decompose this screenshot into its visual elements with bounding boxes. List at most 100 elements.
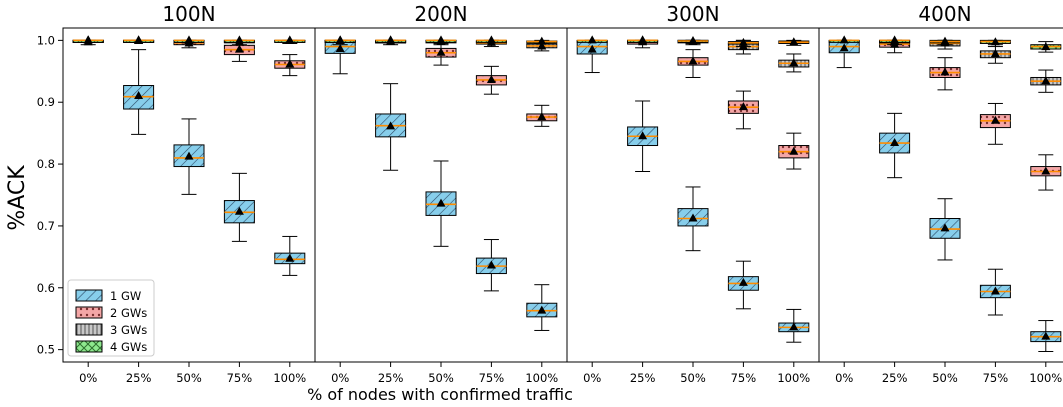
- x-tick-label: 75%: [227, 371, 253, 385]
- box-1-gw: [627, 100, 659, 172]
- x-tick-label: 50%: [680, 371, 706, 385]
- box-4-gws: [979, 37, 1011, 48]
- x-tick-label: 100%: [525, 371, 558, 385]
- box-4-gws: [526, 36, 558, 45]
- box-2-gws: [475, 65, 507, 95]
- box-4-gws: [72, 35, 104, 44]
- box-1-gw: [677, 186, 709, 252]
- x-tick-label: 25%: [630, 371, 656, 385]
- box-2-gws: [727, 90, 759, 130]
- legend-swatch: [75, 289, 103, 302]
- box-1-gw: [778, 308, 810, 343]
- y-tick-label: 0.9: [37, 95, 55, 109]
- box-4-gws: [879, 35, 911, 44]
- box-2-gws: [526, 104, 558, 127]
- box-4-gws: [929, 36, 961, 46]
- x-tick-label: 25%: [882, 371, 908, 385]
- x-tick-label: 25%: [378, 371, 404, 385]
- x-tick-label: 0%: [583, 371, 601, 385]
- box-1-gw: [929, 198, 961, 261]
- legend-swatch: [75, 306, 103, 319]
- box-4-gws: [727, 37, 759, 48]
- x-tick-label: 50%: [932, 371, 958, 385]
- box-4-gws: [375, 35, 407, 44]
- box-4-gws: [324, 35, 356, 44]
- box-4-gws: [677, 35, 709, 44]
- box-4-gws: [576, 35, 608, 44]
- box-4-gws: [425, 35, 457, 44]
- x-tick-label: 100%: [1029, 371, 1062, 385]
- y-axis-label: %ACK: [5, 165, 30, 231]
- panel-300N: 300N 0% 25% 50% 75% 100%: [566, 2, 820, 385]
- box-1-gw: [979, 268, 1011, 316]
- panel-title: 400N: [918, 2, 971, 26]
- x-tick-label: 0%: [331, 371, 349, 385]
- box-4-gws: [627, 35, 659, 44]
- box-1-gw: [223, 172, 255, 242]
- x-tick-label: 0%: [835, 371, 853, 385]
- box-2-gws: [929, 57, 961, 91]
- panel-400N: 400N 0% 25% 50% 75% 100%: [818, 2, 1063, 385]
- x-tick-label: 75%: [983, 371, 1009, 385]
- box-2-gws: [1030, 154, 1062, 191]
- box-2-gws: [425, 42, 457, 66]
- x-tick-label: 50%: [176, 371, 202, 385]
- box-4-gws: [223, 35, 255, 44]
- y-tick-label: 0.6: [37, 281, 55, 295]
- panel-100N: 100N 0% 25% 50% 75% 100%: [62, 2, 316, 385]
- panel-200N: 200N 0% 25% 50% 75% 100%: [314, 2, 568, 385]
- x-tick-label: 0%: [79, 371, 97, 385]
- x-tick-label: 100%: [777, 371, 810, 385]
- box-1-gw: [1030, 320, 1062, 352]
- box-3-gws: [979, 44, 1011, 64]
- box-1-gw: [425, 160, 457, 247]
- box-1-gw: [173, 118, 205, 195]
- legend-swatch: [75, 323, 103, 336]
- box-1-gw: [828, 39, 860, 69]
- legend-entry: 2 GWs: [110, 306, 147, 320]
- x-axis-label: % of nodes with confirmed traffic: [307, 385, 573, 404]
- box-2-gws: [979, 102, 1011, 145]
- box-1-gw: [727, 260, 759, 310]
- x-tick-label: 25%: [126, 371, 152, 385]
- panel-title: 100N: [162, 2, 215, 26]
- y-tick-label: 0.5: [37, 343, 55, 357]
- legend-swatch: [75, 340, 103, 353]
- x-tick-label: 75%: [731, 371, 757, 385]
- box-2-gws: [677, 49, 709, 78]
- legend-entry: 3 GWs: [110, 323, 147, 337]
- box-1-gw: [475, 239, 507, 292]
- box-4-gws: [778, 37, 810, 46]
- legend: 1 GW 2 GWs 3 GWs 4 GWs: [67, 279, 155, 357]
- box-4-gws: [173, 35, 205, 44]
- y-tick-label: 0.8: [37, 157, 55, 171]
- legend-entry: 1 GW: [110, 289, 141, 303]
- box-1-gw: [123, 49, 155, 135]
- box-2-gws: [778, 132, 810, 170]
- legend-entry: 4 GWs: [110, 340, 147, 354]
- x-tick-label: 75%: [479, 371, 505, 385]
- box-1-gw: [526, 284, 558, 331]
- box-1-gw: [879, 112, 911, 179]
- panel-frame: [818, 27, 1063, 363]
- y-axis: 0.5 0.6 0.7 0.8 0.9 1.0: [37, 33, 63, 357]
- box-4-gws: [1030, 41, 1062, 53]
- panel-title: 200N: [414, 2, 467, 26]
- box-1-gw: [274, 235, 306, 276]
- box-4-gws: [475, 35, 507, 44]
- box-4-gws: [274, 35, 306, 44]
- box-4-gws: [123, 35, 155, 44]
- x-tick-label: 100%: [273, 371, 306, 385]
- panel-title: 300N: [666, 2, 719, 26]
- box-3-gws: [1030, 69, 1062, 93]
- box-3-gws: [778, 53, 810, 73]
- box-2-gws: [274, 54, 306, 77]
- box-1-gw: [375, 83, 407, 171]
- y-tick-label: 0.7: [37, 219, 55, 233]
- box-4-gws: [828, 35, 860, 44]
- box-1-gw: [576, 39, 608, 74]
- box-1-gw: [324, 39, 356, 75]
- x-tick-label: 50%: [428, 371, 454, 385]
